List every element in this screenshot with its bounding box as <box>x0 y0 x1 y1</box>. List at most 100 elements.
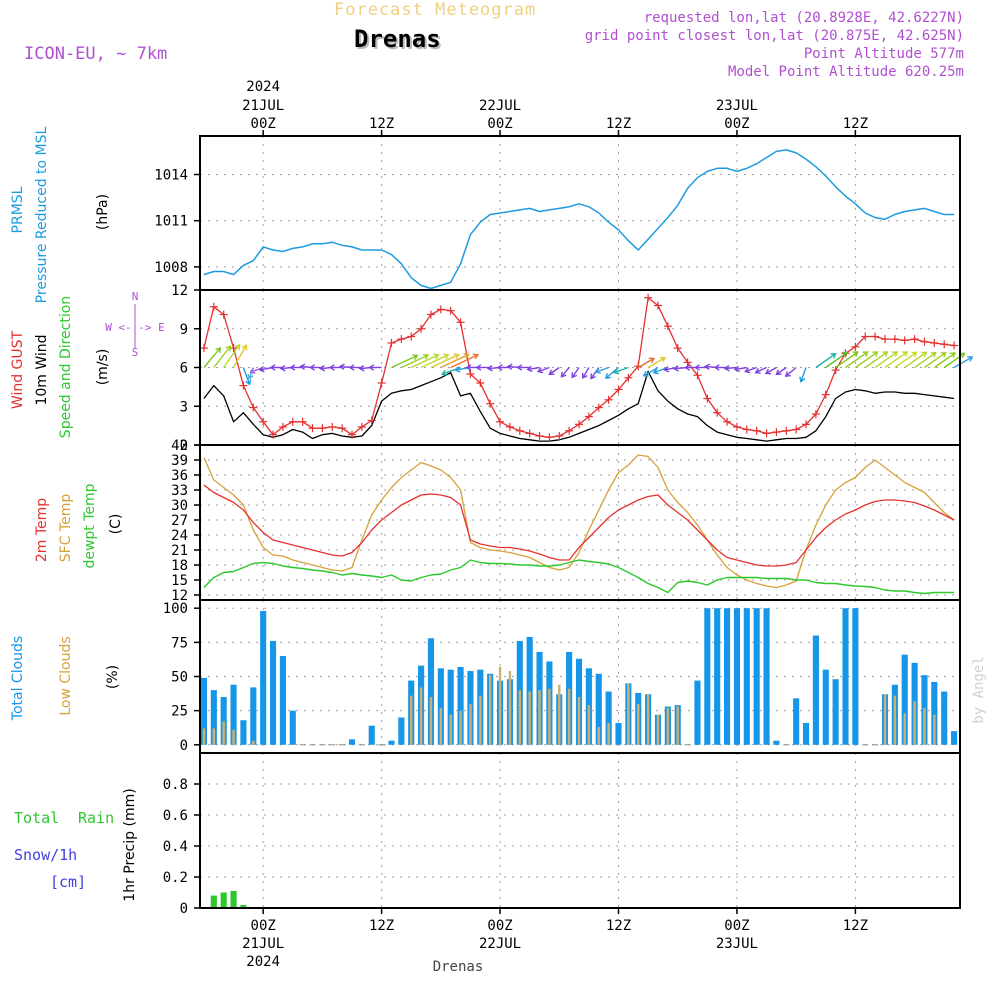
y-tick-label: 33 <box>171 483 188 499</box>
model-altitude: Model Point Altitude 620.25m <box>727 64 964 80</box>
rain-bar <box>240 904 247 908</box>
label-snow: Snow/1h <box>14 846 77 864</box>
wind-arrow-head <box>902 351 909 357</box>
grid-point: grid point closest lon,lat (20.875E, 42.… <box>584 28 964 44</box>
sfc-temp-line <box>203 454 955 589</box>
wind-arrow-head <box>949 352 957 358</box>
wind-arrow-head <box>241 344 248 351</box>
low-cloud-bar <box>597 727 600 745</box>
low-cloud-bar <box>666 707 670 745</box>
wind-arrow-head <box>279 364 286 372</box>
low-cloud-bar <box>607 722 610 745</box>
wind-arrow <box>643 366 659 377</box>
low-cloud-bar <box>567 688 571 745</box>
total-cloud-bar <box>615 722 622 745</box>
wind-arrow-head <box>930 351 937 358</box>
low-cloud-bar <box>538 690 541 745</box>
wind-arrow <box>854 351 878 369</box>
bottom-date-label: 23JUL <box>716 936 758 952</box>
wind-arrow-head <box>830 352 837 359</box>
total-cloud-bar <box>832 679 839 745</box>
top-hour-label: 12Z <box>843 116 868 132</box>
label-total: Total <box>14 809 59 827</box>
wind-arrow-head <box>443 353 450 360</box>
y-tick-label: 75 <box>171 635 188 651</box>
y-tick-label: 0.6 <box>163 808 188 824</box>
wind-arrow <box>815 353 836 369</box>
label-1hr-precip: 1hr Precip (mm) <box>122 788 138 901</box>
y-tick-label: 30 <box>171 498 188 514</box>
total-cloud-bar <box>279 656 286 745</box>
low-cloud-bar <box>212 728 216 745</box>
y-tick-label: 1008 <box>154 260 188 276</box>
wind-arrow <box>884 351 908 369</box>
wind-arrow-head <box>713 364 720 371</box>
low-cloud-bar <box>893 695 897 745</box>
wind-arrow-head <box>412 354 419 361</box>
total-cloud-bar <box>595 673 602 745</box>
footer-location: Drenas <box>433 959 484 975</box>
total-cloud-bar <box>901 654 908 745</box>
wind-arrow-head <box>959 352 966 359</box>
total-cloud-bar <box>822 669 829 745</box>
compass-south: S <box>132 346 139 359</box>
wind-arrow-head <box>496 364 503 371</box>
low-cloud-bar <box>933 714 936 745</box>
wind-arrow-head <box>703 363 711 371</box>
wind-arrow-head <box>648 357 655 364</box>
low-cloud-bar <box>439 707 443 745</box>
bottom-hour-label: 00Z <box>724 918 749 934</box>
label-ms: (m/s) <box>95 349 111 386</box>
wind-arrow-head <box>433 353 440 360</box>
low-cloud-bar <box>558 684 561 745</box>
label-total-clouds: Total Clouds <box>10 636 26 721</box>
wind-arrow <box>864 351 888 369</box>
total-cloud-bar <box>368 725 375 745</box>
bottom-hour-label: 12Z <box>606 918 631 934</box>
wind-arrow-head <box>560 371 567 378</box>
wind-arrow-head <box>852 351 859 357</box>
wind-arrow <box>571 367 580 378</box>
label-2m-temp: 2m Temp <box>34 498 50 562</box>
product-title: Forecast Meteogram <box>334 0 537 20</box>
total-cloud-bar <box>220 696 227 745</box>
label-wind-gust: Wind GUST <box>10 330 26 409</box>
wind-arrow-head <box>784 371 791 378</box>
total-cloud-bar <box>289 710 296 745</box>
low-cloud-bar <box>883 694 887 745</box>
y-tick-label: 24 <box>171 528 188 544</box>
low-cloud-bar <box>469 703 472 745</box>
total-cloud-bar <box>200 677 208 745</box>
wind-arrow-head <box>245 379 252 386</box>
wind-arrow-head <box>516 364 523 371</box>
wind-arrow <box>745 366 757 373</box>
wind-arrow <box>537 366 550 373</box>
wind-arrow <box>825 351 848 369</box>
wind-arrow <box>874 351 898 369</box>
total-cloud-bar <box>931 681 938 745</box>
low-cloud-bar <box>627 683 630 745</box>
low-cloud-bar <box>449 714 452 745</box>
low-cloud-bar <box>587 705 591 745</box>
y-tick-label: 15 <box>171 573 188 589</box>
rain-bar <box>230 890 237 908</box>
total-cloud-bar <box>793 698 800 745</box>
total-cloud-bar <box>714 608 721 745</box>
y-tick-label: 36 <box>171 468 188 484</box>
low-cloud-bar <box>923 707 926 745</box>
wind-arrow-head <box>465 364 472 371</box>
wind-arrow-head <box>764 368 772 375</box>
wind-arrow <box>724 366 737 370</box>
model-label: ICON-EU, ~ 7km <box>24 44 168 64</box>
label-low-clouds: Low Clouds <box>58 636 74 715</box>
wind-arrow-head <box>368 364 375 371</box>
top-hour-label: 12Z <box>369 116 394 132</box>
label-dewpt-temp: dewpt Temp <box>82 483 98 568</box>
wind-arrow-head <box>663 365 670 373</box>
label-10m-wind: 10m Wind <box>34 334 50 405</box>
wind-arrow-head <box>441 369 448 376</box>
total-cloud-bar <box>941 691 948 745</box>
wind-speed-line <box>203 370 955 442</box>
label-pressure-msl: Pressure Reduced to MSL <box>34 126 50 303</box>
